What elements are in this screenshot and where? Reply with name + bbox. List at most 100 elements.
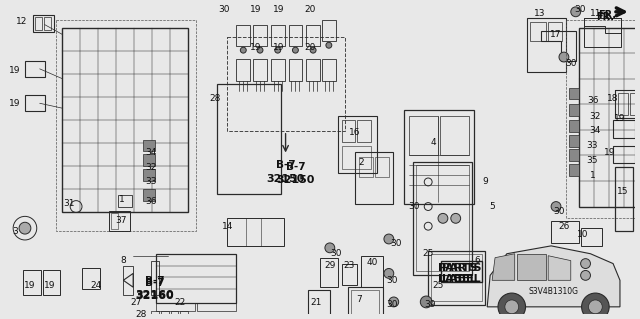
Bar bbox=[351, 290, 379, 316]
Bar bbox=[548, 22, 562, 41]
Text: 32150: 32150 bbox=[266, 174, 305, 184]
Text: 33: 33 bbox=[587, 141, 598, 150]
Text: 19: 19 bbox=[250, 5, 262, 14]
Bar bbox=[441, 261, 483, 282]
Bar bbox=[404, 110, 474, 204]
Bar bbox=[306, 59, 320, 81]
Bar bbox=[44, 17, 51, 31]
Polygon shape bbox=[569, 87, 579, 99]
Bar bbox=[236, 25, 250, 46]
Bar bbox=[584, 18, 621, 47]
Bar bbox=[23, 271, 41, 295]
Polygon shape bbox=[143, 140, 155, 152]
Text: 35: 35 bbox=[587, 156, 598, 165]
Text: 36: 36 bbox=[588, 96, 599, 105]
Bar bbox=[170, 311, 179, 319]
Circle shape bbox=[589, 300, 602, 314]
Circle shape bbox=[580, 271, 591, 280]
Polygon shape bbox=[487, 246, 620, 307]
Bar bbox=[253, 25, 267, 46]
Text: B-7: B-7 bbox=[285, 162, 305, 172]
Bar bbox=[236, 59, 250, 81]
Polygon shape bbox=[548, 256, 571, 280]
Circle shape bbox=[310, 47, 316, 53]
Text: 19: 19 bbox=[10, 66, 21, 75]
Bar bbox=[227, 37, 344, 131]
Bar bbox=[362, 256, 383, 287]
Text: 20: 20 bbox=[305, 5, 316, 14]
Bar bbox=[417, 165, 470, 271]
Bar bbox=[118, 195, 132, 206]
Bar bbox=[271, 59, 285, 81]
Text: 32160: 32160 bbox=[136, 290, 174, 300]
Bar bbox=[630, 93, 639, 115]
Polygon shape bbox=[569, 120, 579, 132]
Text: FR.: FR. bbox=[598, 10, 616, 20]
Text: 29: 29 bbox=[324, 261, 335, 270]
Bar bbox=[161, 311, 168, 319]
Text: 4: 4 bbox=[430, 138, 436, 147]
Text: 30: 30 bbox=[553, 207, 564, 216]
Text: FR.: FR. bbox=[596, 12, 614, 22]
Bar bbox=[156, 254, 236, 303]
Text: LABEL: LABEL bbox=[442, 274, 481, 284]
Text: 30: 30 bbox=[218, 5, 229, 14]
Text: 19: 19 bbox=[24, 281, 36, 290]
Bar bbox=[440, 116, 470, 155]
Text: 2: 2 bbox=[358, 158, 364, 167]
Text: 6: 6 bbox=[474, 256, 480, 265]
Bar bbox=[615, 91, 640, 118]
Text: 20: 20 bbox=[305, 43, 316, 52]
Circle shape bbox=[19, 222, 31, 234]
Text: LABEL: LABEL bbox=[438, 274, 477, 284]
Text: 27: 27 bbox=[131, 298, 142, 308]
Circle shape bbox=[438, 213, 448, 223]
Text: 1: 1 bbox=[589, 171, 595, 180]
Text: 7: 7 bbox=[356, 295, 362, 304]
Text: 19: 19 bbox=[614, 114, 626, 122]
Bar bbox=[348, 287, 383, 319]
Text: 16: 16 bbox=[349, 128, 360, 137]
Circle shape bbox=[498, 293, 525, 319]
Polygon shape bbox=[516, 254, 546, 280]
Text: 30: 30 bbox=[565, 59, 577, 69]
Bar bbox=[551, 221, 579, 243]
Bar bbox=[33, 15, 54, 33]
Circle shape bbox=[384, 269, 394, 278]
Polygon shape bbox=[569, 164, 579, 176]
Text: 9: 9 bbox=[483, 177, 488, 186]
Circle shape bbox=[275, 47, 281, 53]
Circle shape bbox=[384, 234, 394, 244]
Text: 21: 21 bbox=[310, 298, 322, 308]
Bar bbox=[289, 25, 302, 46]
Bar bbox=[342, 145, 371, 169]
Text: 10: 10 bbox=[577, 230, 588, 239]
Text: 34: 34 bbox=[589, 126, 601, 135]
Polygon shape bbox=[492, 254, 515, 280]
Text: 19: 19 bbox=[273, 5, 284, 14]
Bar bbox=[531, 22, 546, 41]
Bar bbox=[342, 120, 355, 142]
Circle shape bbox=[580, 259, 591, 269]
Bar bbox=[413, 162, 472, 275]
Bar bbox=[322, 59, 336, 81]
Text: PARTS: PARTS bbox=[438, 263, 477, 272]
Text: B-7: B-7 bbox=[276, 160, 296, 170]
Bar bbox=[618, 93, 628, 115]
Bar bbox=[151, 311, 159, 319]
Bar bbox=[527, 18, 566, 72]
Circle shape bbox=[420, 296, 432, 308]
Text: 39: 39 bbox=[424, 300, 436, 309]
Bar bbox=[197, 303, 236, 311]
Text: 30: 30 bbox=[330, 249, 342, 258]
Bar bbox=[359, 157, 373, 177]
Text: 11: 11 bbox=[589, 9, 601, 18]
Text: 1: 1 bbox=[118, 195, 124, 204]
Text: B-7: B-7 bbox=[145, 278, 164, 288]
Polygon shape bbox=[143, 169, 155, 181]
Text: 30: 30 bbox=[409, 202, 420, 211]
Bar bbox=[109, 211, 130, 231]
Circle shape bbox=[389, 297, 399, 307]
Bar bbox=[566, 20, 639, 218]
Bar bbox=[151, 261, 159, 295]
